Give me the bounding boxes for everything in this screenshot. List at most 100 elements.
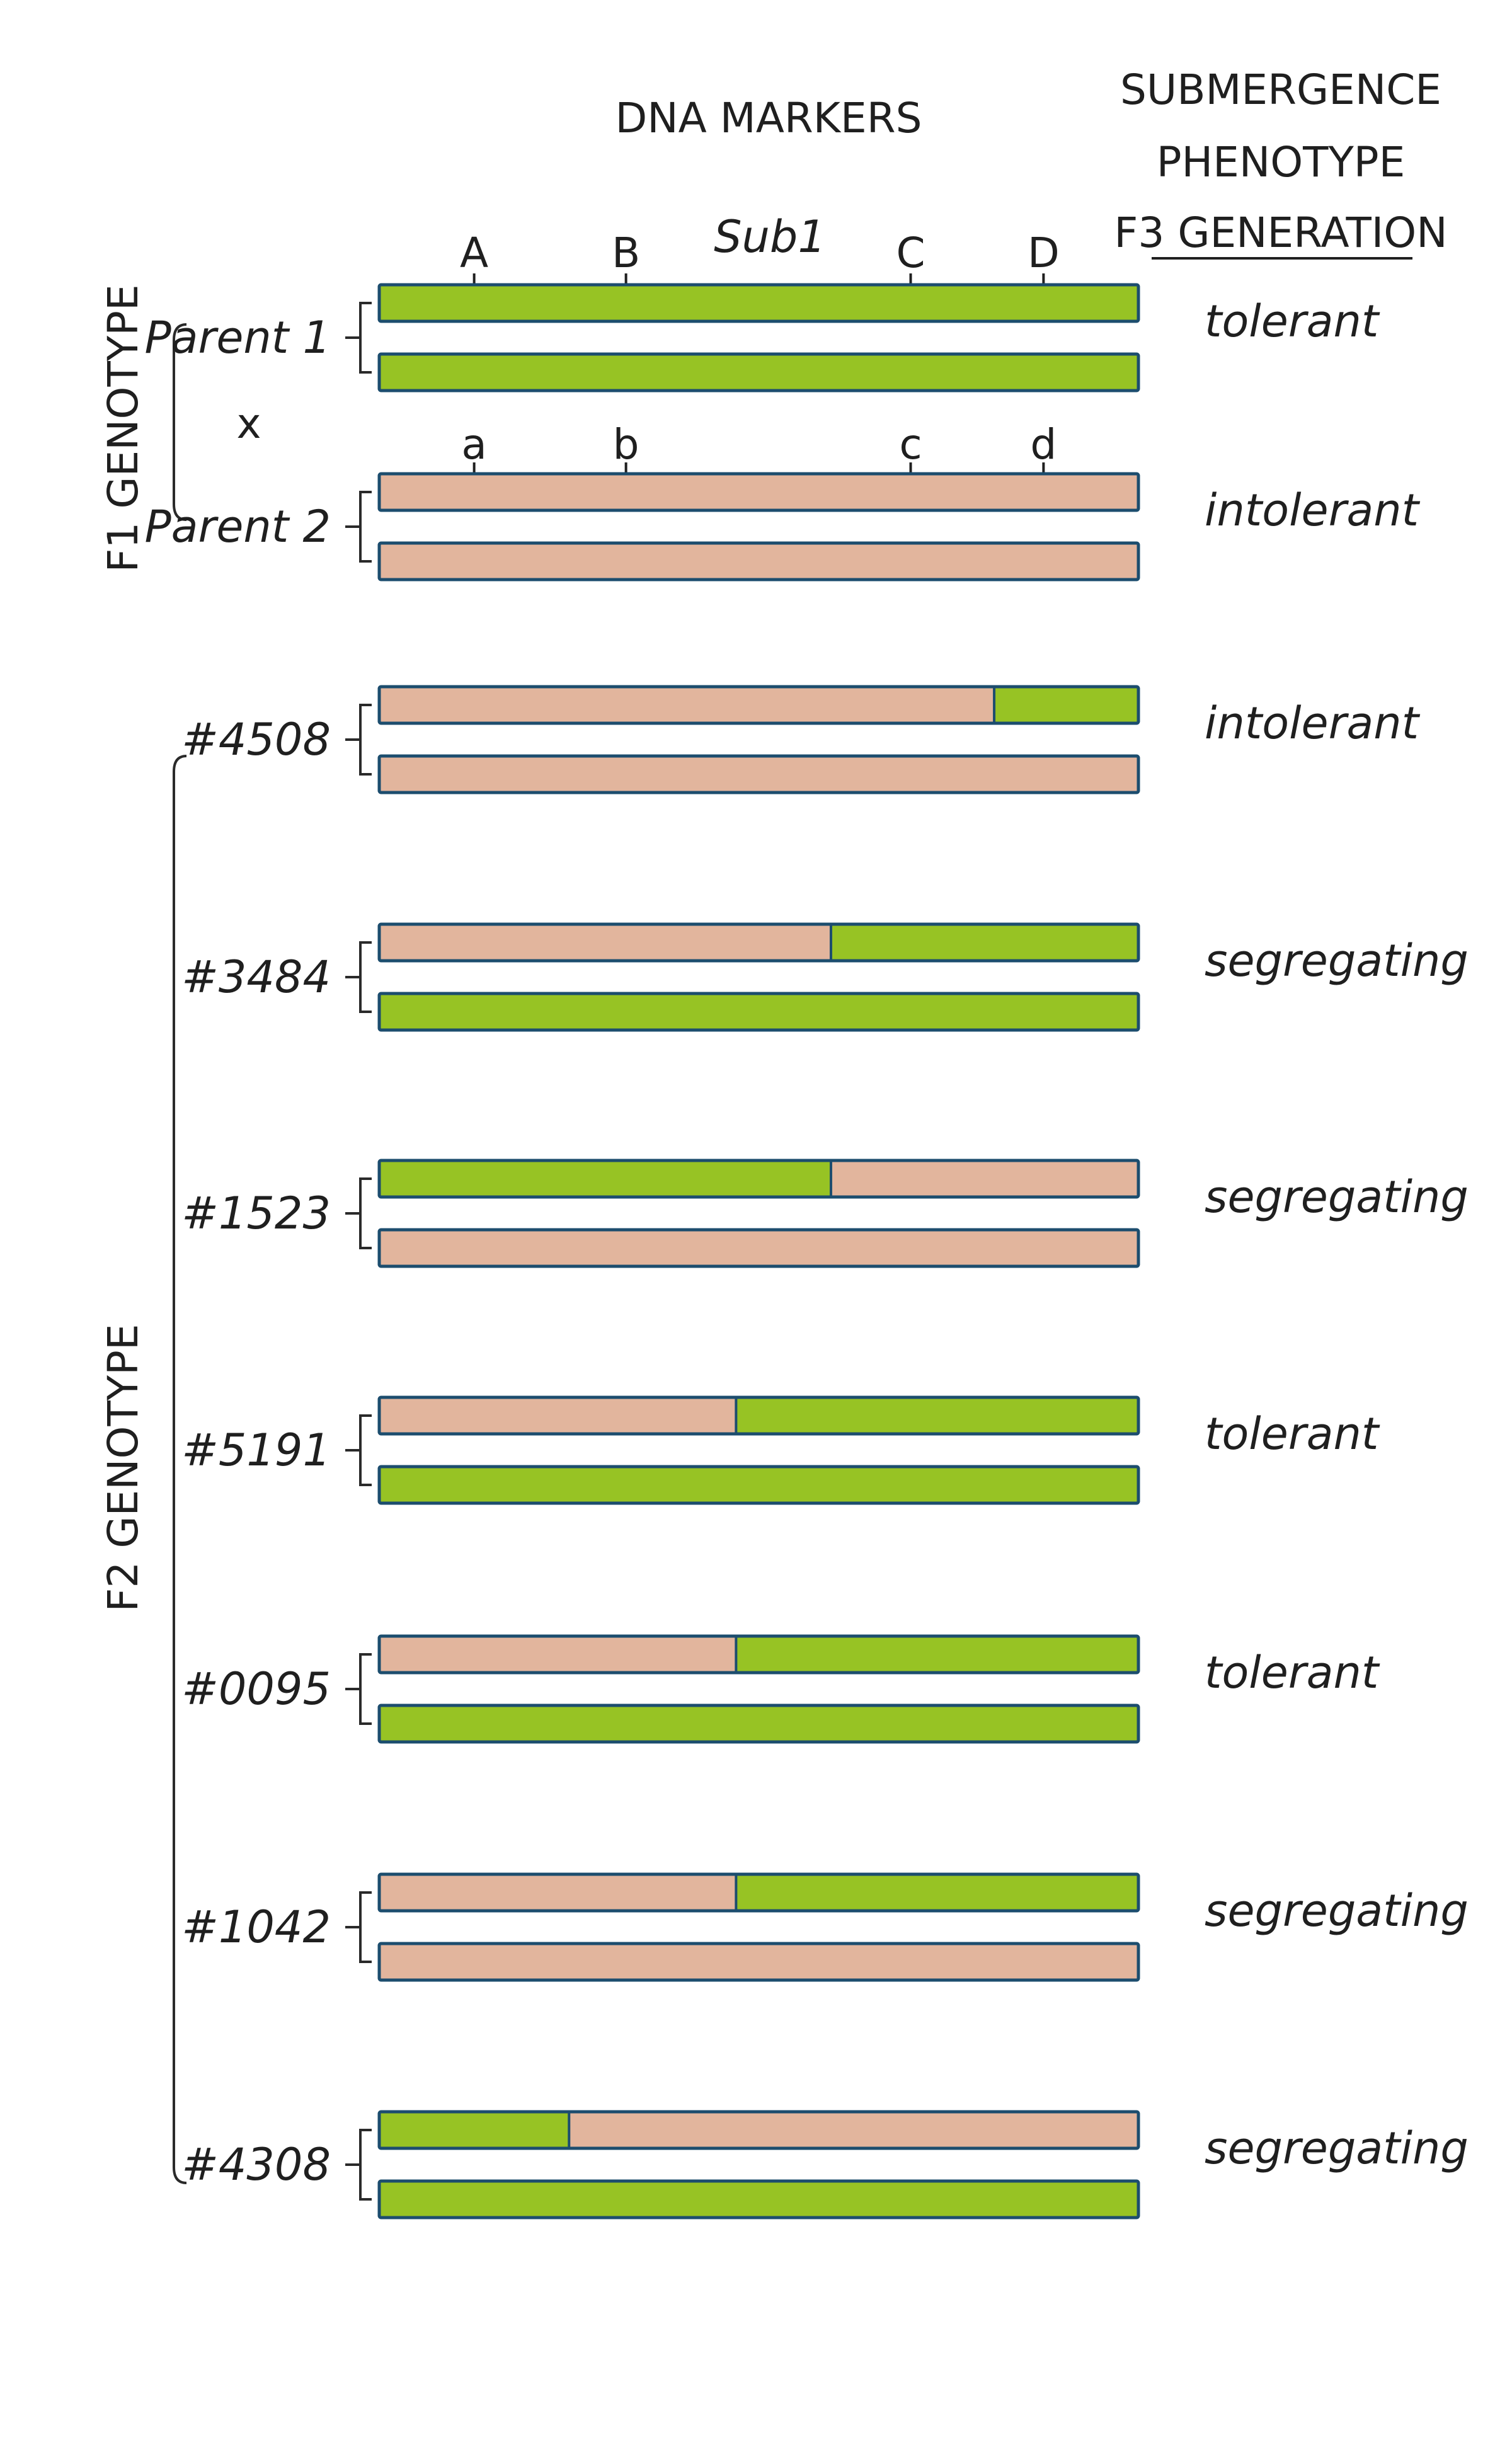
individual-6: #0095 tolerant: [181, 1634, 1380, 1744]
cross-symbol: x: [236, 399, 261, 448]
chromosome-bottom: [377, 541, 1140, 581]
chromosome-outline: [377, 1228, 1140, 1268]
segment-intolerant: [379, 924, 831, 961]
chromosome-bottom: [377, 754, 1140, 794]
chromosome-top: [377, 1872, 1140, 1913]
chromosome-top: [377, 1634, 1140, 1675]
chromosome-bottom: [377, 1942, 1140, 1982]
chromosome-top: [377, 922, 1140, 963]
chromosome-outline: [377, 754, 1140, 794]
chromosome-outline: [377, 922, 1140, 963]
chromosome-outline: [377, 1872, 1140, 1913]
homolog-bracket: [345, 704, 372, 776]
homolog-bracket: [345, 2129, 372, 2201]
phenotype-label: segregating: [1205, 935, 1469, 987]
f1-genotype-label: F1 GENOTYPE: [99, 284, 147, 572]
segment-tolerant: [830, 924, 1138, 961]
segment-intolerant: [379, 1397, 736, 1434]
phenotype-label: segregating: [1205, 1171, 1469, 1223]
homolog-bracket: [345, 1653, 372, 1725]
individual-5: #5191 tolerant: [181, 1395, 1380, 1505]
segment-intolerant: [379, 1230, 1138, 1266]
phenotype-label: intolerant: [1205, 484, 1421, 536]
chromosome-outline: [377, 1395, 1140, 1436]
chromosome-top: [377, 1395, 1140, 1436]
segment-tolerant: [736, 1397, 1138, 1434]
individual-label: #5191: [181, 1424, 331, 1476]
segment-intolerant: [830, 1160, 1138, 1197]
phenotype-label: intolerant: [1205, 697, 1421, 749]
individual-8: #4308 segregating: [181, 2110, 1469, 2219]
segment-tolerant: [994, 687, 1138, 723]
chromosome-bottom: [377, 1704, 1140, 1744]
marker-B: B: [612, 229, 640, 277]
segment-intolerant: [379, 474, 1138, 510]
marker-b: b: [613, 420, 639, 469]
marker-group-parent2: a b c d: [461, 420, 1057, 474]
segment-tolerant: [379, 1467, 1138, 1503]
chromosome-outline: [377, 1634, 1140, 1675]
segment-tolerant: [379, 354, 1138, 391]
chromosome-top: [377, 2110, 1140, 2150]
segment-intolerant: [379, 687, 995, 723]
chromosome-bottom: [377, 1228, 1140, 1268]
marker-A: A: [460, 229, 488, 277]
segment-intolerant: [379, 1636, 736, 1673]
f2-genotype-label: F2 GENOTYPE: [99, 1324, 147, 1612]
f1-group-brace: [173, 323, 187, 521]
individual-label: Parent 2: [144, 501, 331, 553]
individual-label: Parent 1: [144, 312, 331, 364]
segment-intolerant: [569, 2112, 1138, 2148]
chromosome-outline: [377, 541, 1140, 581]
phenotype-label: segregating: [1205, 1885, 1469, 1937]
marker-d: d: [1030, 420, 1057, 469]
chromosome-bottom: [377, 1465, 1140, 1505]
segment-tolerant: [379, 285, 1138, 321]
phenotype-label: tolerant: [1205, 1647, 1380, 1698]
individuals-group: Parent 1 tolerant Parent 2 intolerant #4508 i…: [144, 283, 1469, 2219]
chromosome-top: [377, 472, 1140, 512]
segment-intolerant: [379, 543, 1138, 580]
chromosome-top: [377, 283, 1140, 323]
sub1-label: Sub1: [714, 211, 826, 263]
marker-C: C: [896, 229, 925, 277]
segment-tolerant: [379, 2112, 570, 2148]
individual-label: #3484: [181, 951, 331, 1003]
marker-c: c: [899, 420, 922, 469]
chromosome-outline: [377, 472, 1140, 512]
segment-tolerant: [736, 1874, 1138, 1911]
individual-label: #1042: [181, 1901, 331, 1953]
f2-group-brace: [173, 755, 187, 2184]
individual-1: Parent 2 intolerant: [144, 472, 1421, 581]
individual-3: #3484 segregating: [181, 922, 1469, 1032]
individual-7: #1042 segregating: [181, 1872, 1469, 1982]
chromosome-outline: [377, 2179, 1140, 2219]
phenotype-label: tolerant: [1205, 1408, 1380, 1460]
chromosome-outline: [377, 283, 1140, 323]
homolog-bracket: [345, 1414, 372, 1486]
marker-group-parent1: A B C D: [460, 229, 1060, 285]
marker-a: a: [461, 420, 486, 469]
homolog-bracket: [345, 1891, 372, 1963]
individual-0: Parent 1 tolerant: [144, 283, 1380, 392]
phenotype-header-line1: SUBMERGENCE: [1120, 66, 1441, 114]
homolog-bracket: [345, 1177, 372, 1249]
chromosome-top: [377, 685, 1140, 725]
chromosome-outline: [377, 685, 1140, 725]
segment-intolerant: [379, 1944, 1138, 1980]
chromosome-bottom: [377, 992, 1140, 1032]
chromosome-outline: [377, 1465, 1140, 1505]
individual-label: #4508: [181, 714, 331, 765]
chromosome-outline: [377, 1942, 1140, 1982]
chromosome-outline: [377, 2110, 1140, 2150]
individual-4: #1523 segregating: [181, 1159, 1469, 1268]
phenotype-label: tolerant: [1205, 295, 1380, 347]
chromosome-bottom: [377, 352, 1140, 392]
chromosome-top: [377, 1159, 1140, 1199]
chromosome-outline: [377, 992, 1140, 1032]
segment-intolerant: [379, 756, 1138, 793]
chromosome-outline: [377, 1704, 1140, 1744]
individual-2: #4508 intolerant: [181, 685, 1421, 794]
segment-tolerant: [379, 994, 1138, 1030]
